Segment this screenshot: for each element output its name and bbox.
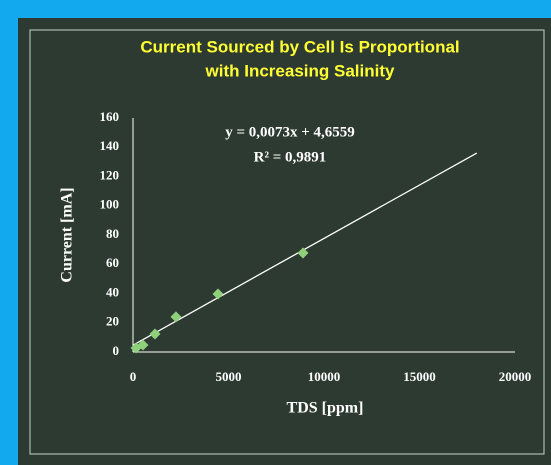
data-point (297, 247, 309, 259)
x-tick-label: 0 (130, 369, 137, 384)
data-point (137, 339, 149, 351)
panel-border (29, 29, 545, 455)
chart-title: Current Sourced by Cell Is Proportional (140, 37, 459, 56)
trendline (132, 152, 478, 346)
y-axis-label: Current [mA] (59, 187, 76, 282)
x-tick-label: 20000 (499, 369, 532, 384)
y-tick-label: 140 (100, 138, 120, 153)
y-tick-label: 160 (100, 109, 120, 124)
panel (18, 18, 551, 465)
y-tick-label: 120 (100, 167, 120, 182)
y-tick-label: 60 (106, 255, 119, 270)
y-tick-label: 100 (100, 197, 120, 212)
x-tick-label: 15000 (403, 369, 436, 384)
x-axis-label: TDS [ppm] (287, 400, 364, 417)
x-tick-label: 10000 (308, 369, 341, 384)
data-point (149, 328, 161, 340)
chart-title: with Increasing Salinity (205, 61, 395, 80)
data-point (170, 311, 182, 323)
y-tick-label: 0 (113, 343, 120, 358)
y-tick-label: 80 (106, 226, 119, 241)
x-tick-label: 5000 (216, 369, 242, 384)
y-tick-label: 40 (106, 284, 119, 299)
annotation: y = 0,0073x + 4,6559 (225, 124, 355, 140)
annotation: R² = 0,9891 (254, 149, 327, 165)
data-point (212, 288, 224, 300)
y-tick-label: 20 (106, 314, 119, 329)
